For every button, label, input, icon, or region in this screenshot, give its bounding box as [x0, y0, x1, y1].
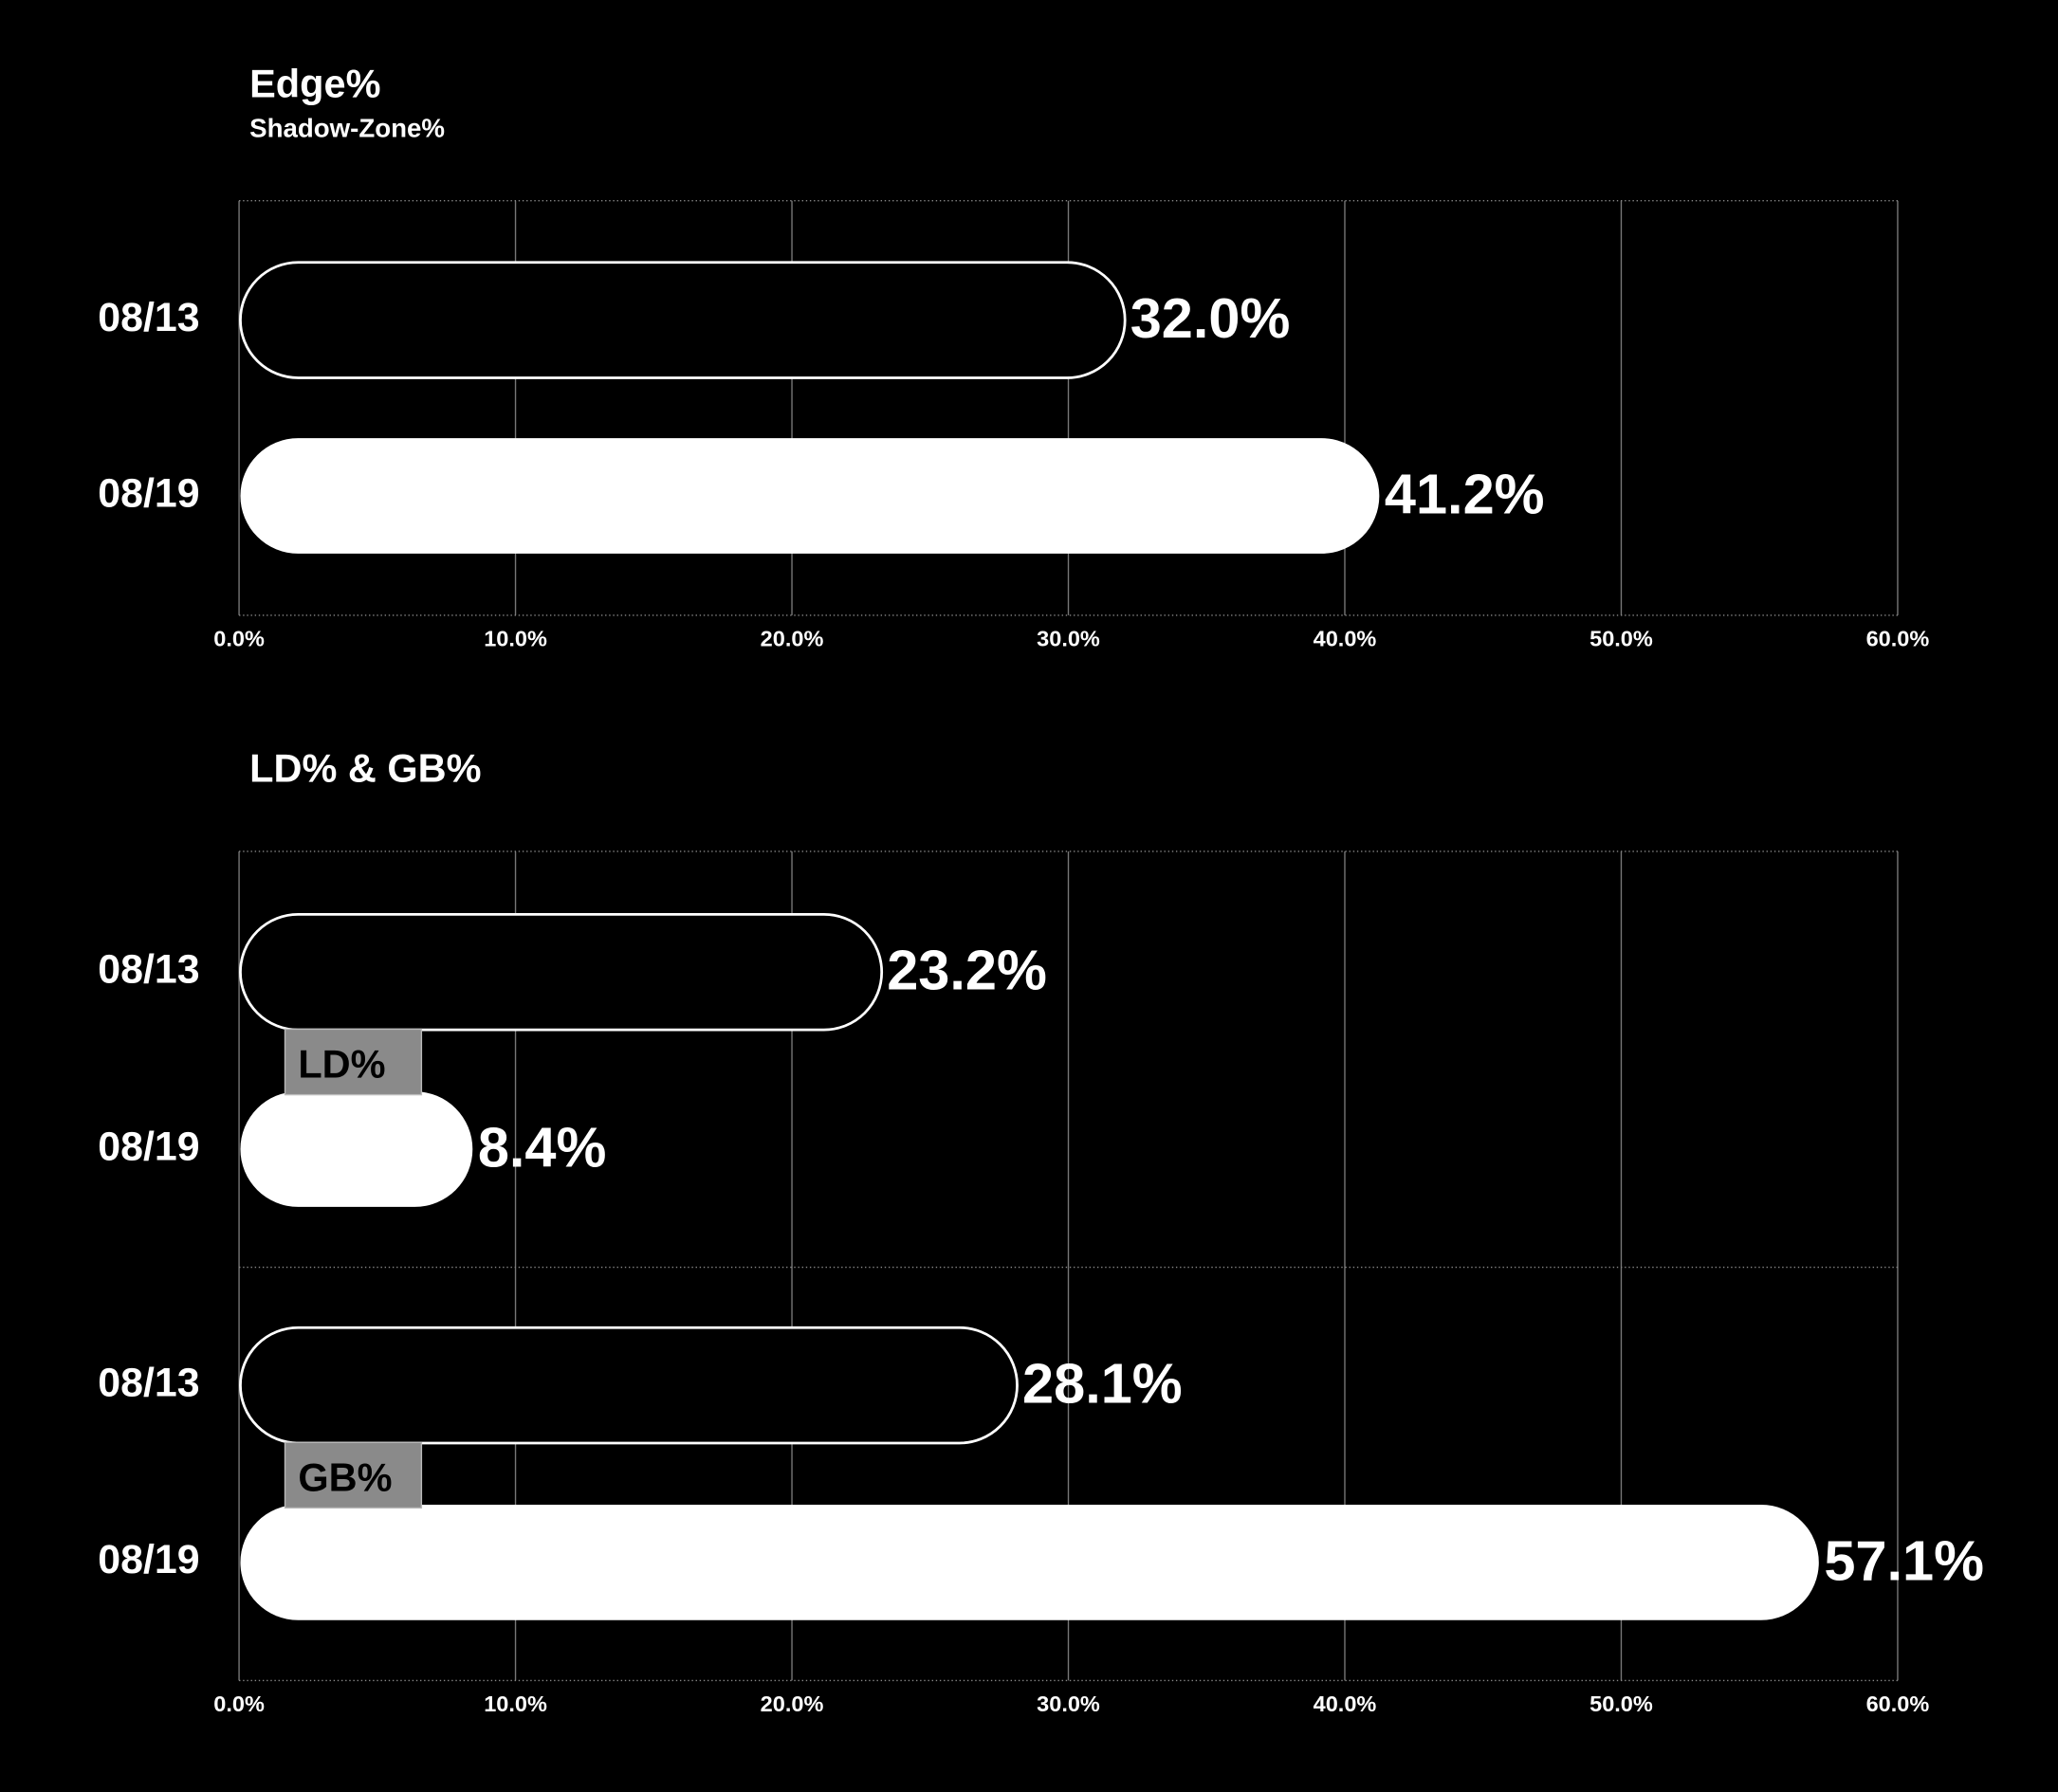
- value-label: 57.1%: [1824, 1528, 1984, 1592]
- x-tick-label: 10.0%: [484, 626, 547, 650]
- series-label: LD%: [298, 1042, 385, 1087]
- x-tick-label: 50.0%: [1589, 1691, 1653, 1716]
- x-tick-label: 20.0%: [761, 1691, 824, 1716]
- category-label: 08/19: [98, 1124, 199, 1169]
- x-tick-label: 0.0%: [213, 626, 265, 650]
- category-label: 08/19: [98, 470, 199, 516]
- x-tick-label: 60.0%: [1866, 626, 1930, 650]
- series-label-box: [284, 1028, 423, 1096]
- x-tick-label: 40.0%: [1314, 1691, 1377, 1716]
- x-tick-label: 40.0%: [1314, 626, 1377, 650]
- x-tick-label: 50.0%: [1589, 626, 1653, 650]
- series-label: GB%: [298, 1454, 392, 1499]
- category-label: 08/13: [98, 295, 199, 340]
- value-label: 28.1%: [1022, 1352, 1183, 1416]
- bar: [240, 1504, 1819, 1620]
- category-label: 08/13: [98, 947, 199, 993]
- x-tick-label: 10.0%: [484, 1691, 547, 1716]
- x-tick-label: 60.0%: [1866, 1691, 1930, 1716]
- chart-title: Edge%: [249, 61, 380, 105]
- value-label: 8.4%: [478, 1116, 607, 1179]
- value-label: 41.2%: [1385, 462, 1545, 525]
- bar: [240, 1091, 473, 1207]
- series-label-box: [284, 1441, 423, 1509]
- category-label: 08/19: [98, 1537, 199, 1582]
- value-label: 32.0%: [1130, 286, 1291, 350]
- bar: [240, 438, 1380, 554]
- bar: [239, 1326, 1019, 1445]
- chart-subtitle: Shadow-Zone%: [249, 113, 445, 142]
- value-label: 23.2%: [887, 939, 1047, 1002]
- bar: [239, 261, 1127, 379]
- x-tick-label: 30.0%: [1037, 1691, 1100, 1716]
- bar: [239, 912, 884, 1032]
- chart-title: LD% & GB%: [249, 746, 481, 791]
- x-tick-label: 20.0%: [761, 626, 824, 650]
- category-label: 08/13: [98, 1360, 199, 1405]
- x-tick-label: 0.0%: [213, 1691, 265, 1716]
- x-tick-label: 30.0%: [1037, 626, 1100, 650]
